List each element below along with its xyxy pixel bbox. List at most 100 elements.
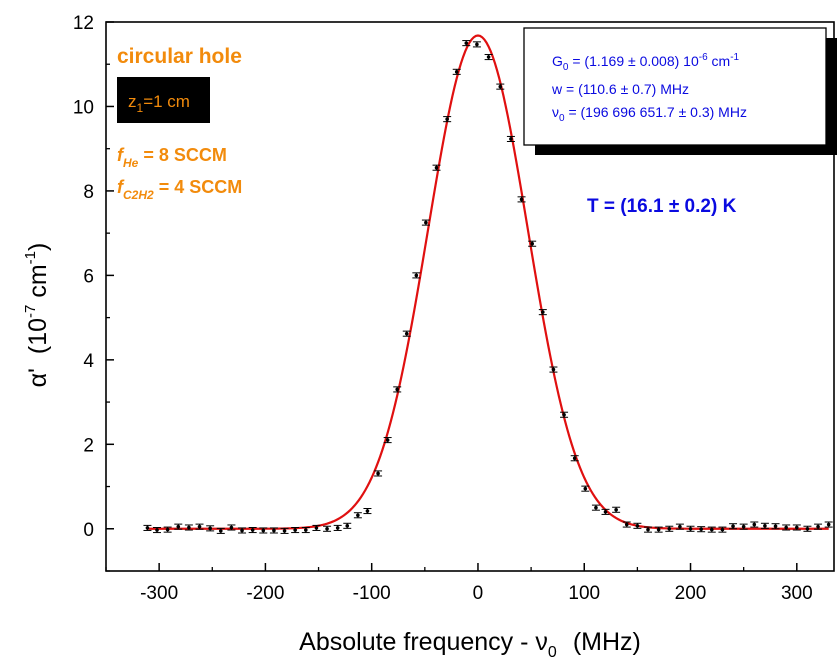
data-point xyxy=(443,116,452,123)
data-point xyxy=(432,164,441,171)
fhe-value: = 8 SCCM xyxy=(138,145,227,165)
data-point xyxy=(549,366,558,373)
x-tick-label: -100 xyxy=(353,583,391,604)
data-point xyxy=(153,527,162,534)
data-point xyxy=(633,522,642,529)
fhe-sub: He xyxy=(123,156,139,170)
data-point xyxy=(707,526,716,533)
x-axis-title: Absolute frequency - ν0 (MHz) xyxy=(299,628,641,661)
data-point xyxy=(216,527,225,534)
data-marker xyxy=(562,412,566,417)
y-axis-title-unit-b: cm xyxy=(24,264,52,304)
data-marker xyxy=(509,137,513,141)
data-point xyxy=(421,219,430,226)
x-tick-labels: -300 -200 -100 0 100 200 300 xyxy=(140,583,813,604)
data-marker xyxy=(614,507,618,512)
fit-nu0-value: = (196 696 651.7 ± 0.3) MHz xyxy=(565,104,747,120)
x-axis-title-sub: 0 xyxy=(548,644,557,661)
data-marker xyxy=(530,241,534,246)
y-tick-label: 6 xyxy=(83,266,94,287)
data-point xyxy=(782,524,791,531)
data-marker xyxy=(240,528,244,533)
data-point xyxy=(675,523,684,530)
data-point xyxy=(402,330,411,337)
data-marker xyxy=(197,524,202,529)
data-marker xyxy=(445,117,449,121)
fc2h2-sub: C2H2 xyxy=(123,188,154,202)
x-tick-label: -200 xyxy=(246,583,284,604)
y-tick-label: 2 xyxy=(83,435,94,456)
data-marker xyxy=(208,526,212,531)
hole-label: circular hole xyxy=(117,45,242,68)
data-marker xyxy=(395,387,400,392)
data-marker xyxy=(805,526,810,531)
data-marker xyxy=(572,456,577,461)
x-tick-label: 0 xyxy=(473,583,484,604)
data-marker xyxy=(250,528,255,532)
data-point xyxy=(301,527,310,534)
data-marker xyxy=(414,273,419,278)
x-tick-label: -300 xyxy=(140,583,178,604)
fc2h2-value: = 4 SCCM xyxy=(154,177,243,197)
y-tick-labels: 0 2 4 6 8 10 12 xyxy=(73,13,95,541)
data-marker xyxy=(272,528,276,533)
data-marker xyxy=(551,367,556,372)
data-point xyxy=(824,521,833,528)
plot-frame xyxy=(105,21,835,572)
data-point xyxy=(601,508,610,515)
data-marker xyxy=(176,524,181,529)
data-marker xyxy=(293,528,297,532)
data-point xyxy=(570,455,579,462)
fit-nu0-sub: 0 xyxy=(559,113,565,124)
data-point xyxy=(612,506,621,513)
data-marker xyxy=(335,526,340,530)
data-point xyxy=(517,196,526,203)
data-marker xyxy=(282,529,287,533)
data-marker xyxy=(229,525,234,530)
data-point xyxy=(353,512,362,519)
data-point xyxy=(622,521,631,528)
data-marker xyxy=(826,522,831,527)
data-point xyxy=(393,386,402,393)
data-point xyxy=(581,485,590,492)
data-marker xyxy=(594,505,598,510)
data-marker xyxy=(304,528,308,532)
data-point xyxy=(343,522,352,529)
data-marker xyxy=(656,527,661,532)
data-marker xyxy=(454,70,459,74)
data-point xyxy=(771,523,780,530)
data-marker xyxy=(404,331,409,336)
fc2h2-letter: f xyxy=(117,177,125,197)
data-point xyxy=(280,527,289,534)
data-marker xyxy=(155,528,159,532)
data-point xyxy=(184,524,193,531)
fit-line-nu0: ν0 = (196 696 651.7 ± 0.3) MHz xyxy=(552,104,747,124)
data-point xyxy=(729,523,738,530)
data-marker xyxy=(385,438,390,442)
data-marker xyxy=(187,525,191,530)
data-point xyxy=(363,507,372,515)
fit-box xyxy=(523,27,827,146)
fit-line-w: w = (110.6 ± 0.7) MHz xyxy=(551,81,689,97)
data-point xyxy=(174,523,183,530)
data-marker xyxy=(345,524,350,528)
data-marker xyxy=(741,524,746,529)
data-marker xyxy=(541,310,545,314)
data-point xyxy=(496,83,505,90)
data-marker xyxy=(424,220,428,225)
x-tick-label: 100 xyxy=(568,583,600,604)
data-point xyxy=(803,525,812,532)
fhe-letter: f xyxy=(117,145,125,165)
data-point xyxy=(750,521,759,528)
z1-sub: 1 xyxy=(137,101,144,115)
data-point xyxy=(412,272,421,279)
z1-label: z1=1 cm xyxy=(128,92,190,115)
data-point xyxy=(665,525,674,532)
data-point xyxy=(506,135,515,143)
data-marker xyxy=(784,525,788,530)
y-axis-title: α' (10-7 cm-1) xyxy=(22,243,52,388)
data-marker xyxy=(376,471,380,476)
y-axis-title-unit-c: ) xyxy=(24,243,52,251)
data-point xyxy=(484,54,493,61)
y-tick-label: 8 xyxy=(83,182,94,203)
